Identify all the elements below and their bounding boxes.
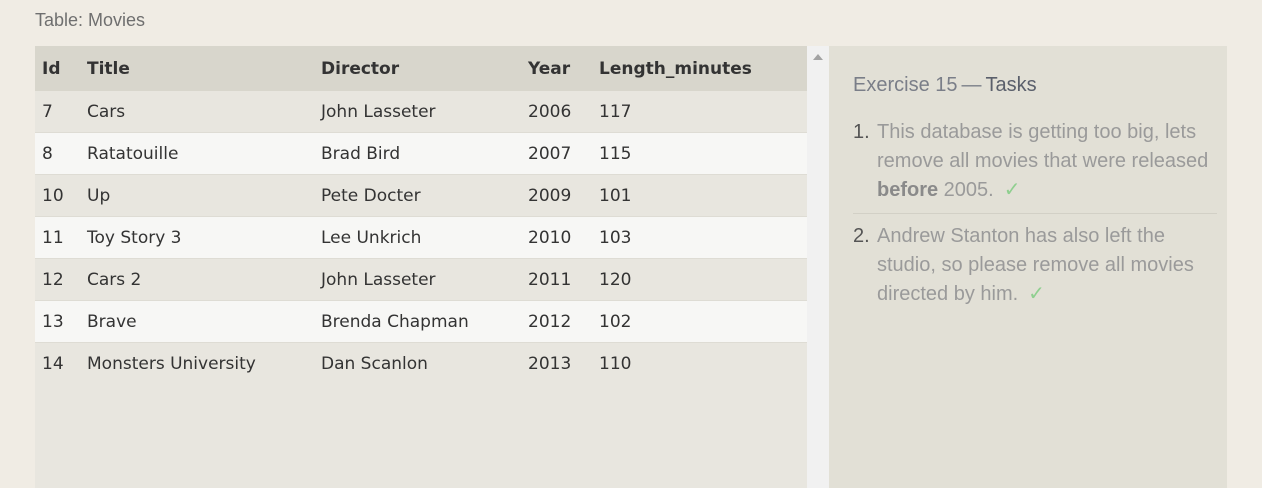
table-row: 8 Ratatouille Brad Bird 2007 115 — [35, 132, 807, 175]
cell-year: 2012 — [521, 300, 592, 343]
cell-director: Lee Unkrich — [314, 216, 521, 259]
task-number: 2. — [853, 225, 870, 247]
task-text-part: This database is getting too big, lets r… — [877, 121, 1209, 172]
cell-year: 2009 — [521, 174, 592, 217]
column-header-year: Year — [528, 58, 571, 79]
table-row: 11 Toy Story 3 Lee Unkrich 2010 103 — [35, 216, 807, 259]
cell-length-minutes: 110 — [599, 353, 632, 374]
movies-table-container: Id Title Director Year Length_minutes 7 … — [35, 46, 807, 488]
cell-title: Toy Story 3 — [80, 216, 314, 259]
cell-title: Up — [80, 174, 314, 217]
column-header-director: Director — [321, 58, 400, 79]
task-number: 1. — [853, 121, 870, 143]
cell-year: 2006 — [521, 91, 592, 133]
cell-title: Cars 2 — [80, 258, 314, 301]
cell-title: Brave — [80, 300, 314, 343]
cell-length-minutes: 102 — [592, 300, 807, 343]
cell-id: 12 — [35, 258, 80, 301]
cell-year: 2013 — [528, 353, 572, 374]
cell-director: Dan Scanlon — [321, 353, 428, 374]
cell-length-minutes: 120 — [592, 258, 807, 301]
check-icon: ✓ — [1028, 283, 1045, 305]
cell-id: 7 — [35, 91, 80, 133]
cell-id: 10 — [35, 174, 80, 217]
tasks-label: Tasks — [985, 74, 1037, 96]
cell-title: Monsters University — [87, 353, 256, 374]
column-header-id: Id — [42, 58, 61, 79]
movies-table: Id Title Director Year Length_minutes 7 … — [35, 46, 807, 384]
cell-title: Cars — [80, 91, 314, 133]
cell-id: 13 — [35, 300, 80, 343]
task-text-part: Andrew Stanton has also left the studio,… — [877, 225, 1194, 305]
task-item: 2. Andrew Stanton has also left the stud… — [853, 213, 1217, 317]
column-header-length-minutes: Length_minutes — [599, 58, 752, 79]
cell-year: 2011 — [521, 258, 592, 301]
cell-year: 2010 — [521, 216, 592, 259]
cell-length-minutes: 117 — [592, 91, 807, 133]
table-row: 13 Brave Brenda Chapman 2012 102 — [35, 300, 807, 343]
task-text: Andrew Stanton has also left the studio,… — [877, 222, 1217, 309]
table-row: 7 Cars John Lasseter 2006 117 — [35, 91, 807, 133]
task-list: 1. This database is getting too big, let… — [853, 118, 1217, 317]
cell-id: 11 — [35, 216, 80, 259]
cell-year: 2007 — [521, 132, 592, 175]
task-text-part: 2005. — [938, 179, 994, 201]
table-caption: Table: Movies — [35, 10, 146, 30]
table-row: 14 Monsters University Dan Scanlon 2013 … — [35, 342, 807, 384]
cell-length-minutes: 115 — [592, 132, 807, 175]
cell-length-minutes: 101 — [592, 174, 807, 217]
task-item: 1. This database is getting too big, let… — [853, 118, 1217, 213]
cell-director: John Lasseter — [314, 258, 521, 301]
title-separator: — — [961, 74, 982, 96]
cell-director: Pete Docter — [314, 174, 521, 217]
cell-director: Brad Bird — [314, 132, 521, 175]
cell-length-minutes: 103 — [592, 216, 807, 259]
table-row: 10 Up Pete Docter 2009 101 — [35, 174, 807, 217]
column-header-title: Title — [87, 58, 130, 79]
table-row: 12 Cars 2 John Lasseter 2011 120 — [35, 258, 807, 301]
cell-title: Ratatouille — [80, 132, 314, 175]
task-text-bold: before — [877, 179, 939, 201]
cell-director: John Lasseter — [314, 91, 521, 133]
table-scrollbar[interactable] — [807, 46, 829, 488]
task-text: This database is getting too big, lets r… — [877, 118, 1217, 205]
table-header-row: Id Title Director Year Length_minutes — [35, 46, 807, 91]
cell-director: Brenda Chapman — [314, 300, 521, 343]
tasks-title: Exercise 15— Tasks — [853, 74, 1037, 97]
cell-id: 8 — [35, 132, 80, 175]
tasks-panel: Exercise 15— Tasks 1. This database is ge… — [829, 46, 1227, 488]
cell-id: 14 — [42, 353, 64, 374]
exercise-label: Exercise 15 — [853, 74, 958, 96]
check-icon: ✓ — [1003, 179, 1021, 201]
scroll-up-arrow-icon[interactable] — [813, 54, 823, 60]
